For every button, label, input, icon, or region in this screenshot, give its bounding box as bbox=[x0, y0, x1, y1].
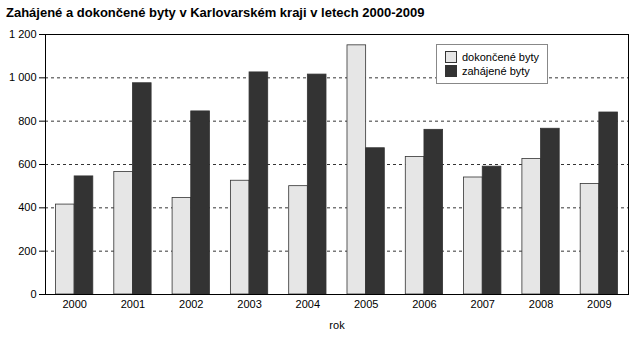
svg-text:2001: 2001 bbox=[121, 298, 145, 310]
svg-text:2004: 2004 bbox=[296, 298, 320, 310]
svg-text:2006: 2006 bbox=[412, 298, 436, 310]
svg-text:rok: rok bbox=[329, 319, 345, 331]
svg-text:400: 400 bbox=[18, 201, 36, 213]
svg-text:2003: 2003 bbox=[237, 298, 261, 310]
html-text:dokončené byty: dokončené byty bbox=[461, 51, 539, 63]
html-text:Zahájené a dokončené byty v Ka: Zahájené a dokončené byty v Karlovarském… bbox=[6, 5, 425, 20]
svg-text:2000: 2000 bbox=[62, 298, 86, 310]
svg-text:2007: 2007 bbox=[471, 298, 495, 310]
svg-text:1 200: 1 200 bbox=[9, 28, 37, 40]
svg-text:2002: 2002 bbox=[179, 298, 203, 310]
html-text:zahájené byty: zahájené byty bbox=[461, 65, 530, 77]
svg-text:0: 0 bbox=[30, 288, 36, 300]
svg-text:2008: 2008 bbox=[529, 298, 553, 310]
svg-text:2005: 2005 bbox=[354, 298, 378, 310]
svg-text:800: 800 bbox=[18, 115, 36, 127]
svg-text:1 000: 1 000 bbox=[9, 71, 37, 83]
svg-text:200: 200 bbox=[18, 245, 36, 257]
svg-text:2009: 2009 bbox=[587, 298, 611, 310]
svg-text:600: 600 bbox=[18, 158, 36, 170]
